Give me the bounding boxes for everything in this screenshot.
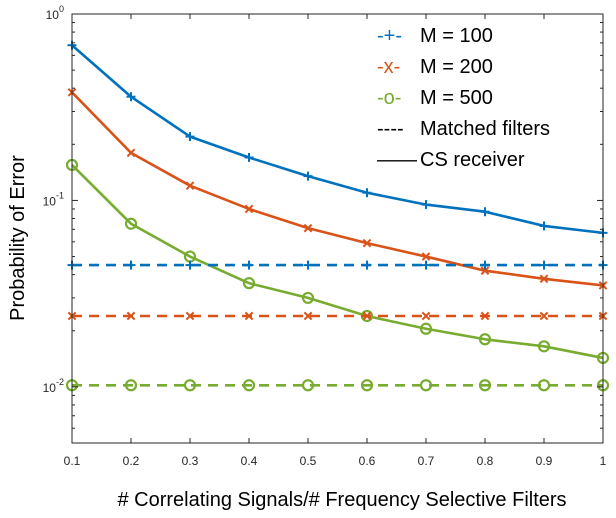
y-axis-title: Probability of Error [7,155,29,321]
x-tick-label: 0.4 [241,454,258,468]
legend-label: M = 100 [420,25,493,47]
legend-symbol: -+- [377,25,402,47]
y-tick-label: 100 [46,4,64,22]
plot-area [72,14,603,443]
x-tick-label: 0.7 [418,454,435,468]
x-tick-label: 0.1 [64,454,81,468]
plot-background [72,14,603,443]
legend-entry: -+- M = 100 [377,25,493,47]
legend-symbol: ---- [377,118,404,140]
x-tick-label: 0.3 [182,454,199,468]
legend-symbol: -o- [377,87,401,109]
y-tick-label: 10-1 [43,190,64,208]
y-tick-base: 10 [46,8,60,22]
y-tick-exponent: -2 [56,377,64,387]
x-tick-label: 0.5 [300,454,317,468]
y-tick-exponent: -1 [56,190,64,200]
y-tick-exponent: 0 [59,4,64,14]
legend-entry: —— CS receiver [377,149,525,171]
legend-symbol: —— [377,149,417,171]
x-tick-label: 0.9 [536,454,553,468]
x-tick-label: 0.8 [477,454,494,468]
legend-label: CS receiver [420,149,525,171]
x-tick-label: 0.2 [123,454,140,468]
x-axis-title: # Correlating Signals/# Frequency Select… [117,489,566,511]
legend-label: M = 500 [420,87,493,109]
x-tick-label: 0.6 [359,454,376,468]
y-tick-base: 10 [43,194,57,208]
x-tick-label: 1 [600,454,607,468]
legend-entry: -o- M = 500 [377,87,493,109]
legend-entry: ---- Matched filters [377,118,550,140]
legend-label: M = 200 [420,56,493,78]
y-tick-label: 10-2 [43,377,64,395]
legend-entry: -x- M = 200 [377,56,493,78]
y-tick-base: 10 [43,381,57,395]
legend-symbol: -x- [377,56,400,78]
legend-label: Matched filters [420,118,550,140]
